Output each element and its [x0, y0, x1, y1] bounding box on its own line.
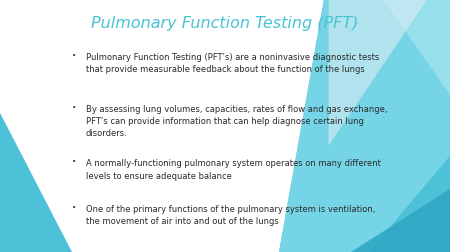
Text: Pulmonary Function Testing (PFT): Pulmonary Function Testing (PFT) [91, 16, 359, 31]
Polygon shape [0, 113, 72, 252]
Text: By assessing lung volumes, capacities, rates of flow and gas exchange,
PFT’s can: By assessing lung volumes, capacities, r… [86, 105, 387, 138]
Polygon shape [351, 189, 450, 252]
Polygon shape [382, 0, 450, 96]
Text: •: • [72, 159, 76, 165]
Polygon shape [328, 0, 428, 146]
Text: •: • [72, 204, 76, 210]
Text: A normally-functioning pulmonary system operates on many different
levels to ens: A normally-functioning pulmonary system … [86, 159, 380, 180]
Polygon shape [279, 0, 450, 252]
Polygon shape [279, 0, 450, 252]
Text: One of the primary functions of the pulmonary system is ventilation,
the movemen: One of the primary functions of the pulm… [86, 204, 375, 225]
Text: Pulmonary Function Testing (PFT’s) are a noninvasive diagnostic tests
that provi: Pulmonary Function Testing (PFT’s) are a… [86, 53, 379, 74]
Text: •: • [72, 105, 76, 111]
Text: •: • [72, 53, 76, 59]
